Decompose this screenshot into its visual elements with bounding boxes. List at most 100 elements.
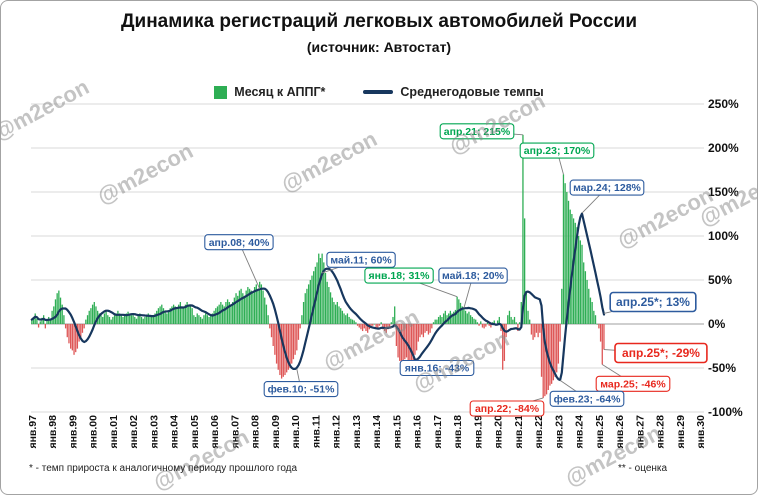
bar-month xyxy=(311,275,313,324)
bar-month xyxy=(437,316,440,324)
bar-month xyxy=(485,324,487,327)
bar-month xyxy=(372,324,374,326)
bar-month xyxy=(409,324,411,364)
bar-month xyxy=(594,315,597,324)
bar-month xyxy=(252,293,254,324)
bar-month xyxy=(151,316,153,324)
bar-month xyxy=(189,306,192,324)
bar-month xyxy=(135,318,138,324)
bar-month xyxy=(213,310,215,324)
bar-month xyxy=(228,302,230,324)
bar-month xyxy=(579,240,581,324)
x-tick-label: янв.12 xyxy=(331,415,343,449)
bar-month xyxy=(469,315,472,324)
bar-month xyxy=(115,313,117,324)
bar-month xyxy=(247,287,249,324)
legend-item-line: Среднегодовые темпы xyxy=(363,85,544,99)
x-tick-label: янв.27 xyxy=(634,415,646,449)
bar-month xyxy=(363,324,365,329)
bar-month xyxy=(63,315,65,324)
bar-month xyxy=(518,322,521,324)
bar-month xyxy=(356,324,359,326)
bar-month xyxy=(164,310,166,324)
bar-month xyxy=(539,324,541,333)
bar-month xyxy=(424,324,426,333)
bar-month xyxy=(70,324,72,349)
bar-month xyxy=(44,324,46,329)
bar-month xyxy=(341,310,344,324)
bar-month xyxy=(196,313,198,324)
bar-month xyxy=(296,324,298,351)
bar-month xyxy=(556,324,558,373)
bar-month xyxy=(68,324,70,344)
bar-month xyxy=(517,324,519,332)
y-tick-label: 250% xyxy=(708,97,739,111)
bar-month xyxy=(542,324,544,398)
bar-month xyxy=(471,316,473,324)
bar-month xyxy=(348,316,350,324)
bar-month xyxy=(264,297,266,324)
bar-month xyxy=(502,324,504,370)
x-tick-label: янв.23 xyxy=(553,415,565,449)
line-series-swatch-icon xyxy=(363,90,394,94)
bar-month xyxy=(422,324,425,338)
bar-month xyxy=(414,324,416,355)
annotation-label: янв.18; 31% xyxy=(369,270,431,282)
bar-month xyxy=(113,315,116,324)
x-tick-label: янв.30 xyxy=(695,415,707,449)
bar-month xyxy=(540,324,543,377)
bar-month xyxy=(562,174,565,324)
annotation-label: фев.23; -64% xyxy=(554,393,622,405)
annotation-label: фев.10; -51% xyxy=(268,384,336,396)
bar-month xyxy=(444,310,446,324)
bar-month xyxy=(201,318,203,324)
bar-month xyxy=(198,315,200,324)
x-tick-label: янв.10 xyxy=(290,415,302,449)
bar-month xyxy=(566,192,568,324)
x-tick-label: янв.99 xyxy=(67,415,79,449)
x-tick-label: янв.11 xyxy=(310,415,322,448)
bar-month xyxy=(454,309,457,324)
bar-month xyxy=(184,304,187,324)
bar-month xyxy=(343,313,345,324)
bar-month xyxy=(329,292,332,324)
annotation-label: янв.16; -43% xyxy=(405,363,470,375)
annotation-label: май.18; 20% xyxy=(442,270,505,282)
x-tick-label: янв.04 xyxy=(169,415,181,449)
bar-month xyxy=(525,293,527,324)
x-tick-label: янв.17 xyxy=(432,415,444,449)
bar-month xyxy=(429,324,431,333)
bar-month xyxy=(289,324,291,368)
bar-month xyxy=(532,324,534,340)
bar-month xyxy=(529,319,531,324)
bar-month xyxy=(591,302,593,324)
legend-label-line: Среднегодовые темпы xyxy=(400,85,544,99)
x-tick-label: янв.06 xyxy=(209,415,221,449)
bar-month xyxy=(226,299,229,324)
bar-month xyxy=(576,227,578,324)
x-tick-label: янв.07 xyxy=(229,415,241,449)
bar-month xyxy=(103,313,106,324)
bar-month xyxy=(130,315,133,324)
bar-month xyxy=(203,315,205,324)
bar-month xyxy=(174,306,176,324)
bar-month xyxy=(583,262,585,324)
bar-month xyxy=(426,324,428,332)
bar-month xyxy=(245,290,247,324)
bar-month xyxy=(390,322,392,324)
bar-month xyxy=(127,311,129,324)
bar-month xyxy=(523,218,526,324)
x-tick-label: янв.14 xyxy=(371,415,383,449)
bar-month xyxy=(373,324,376,325)
bar-month xyxy=(535,324,538,333)
bar-month xyxy=(286,324,288,373)
annotation-box xyxy=(438,267,508,284)
bar-month xyxy=(171,306,173,324)
bar-month xyxy=(145,315,148,324)
bar-month xyxy=(336,302,338,324)
bar-month xyxy=(564,183,566,324)
y-tick-label: 150% xyxy=(708,185,739,199)
bar-month xyxy=(321,253,323,324)
annotation-box xyxy=(399,359,475,377)
bar-month xyxy=(461,306,463,324)
